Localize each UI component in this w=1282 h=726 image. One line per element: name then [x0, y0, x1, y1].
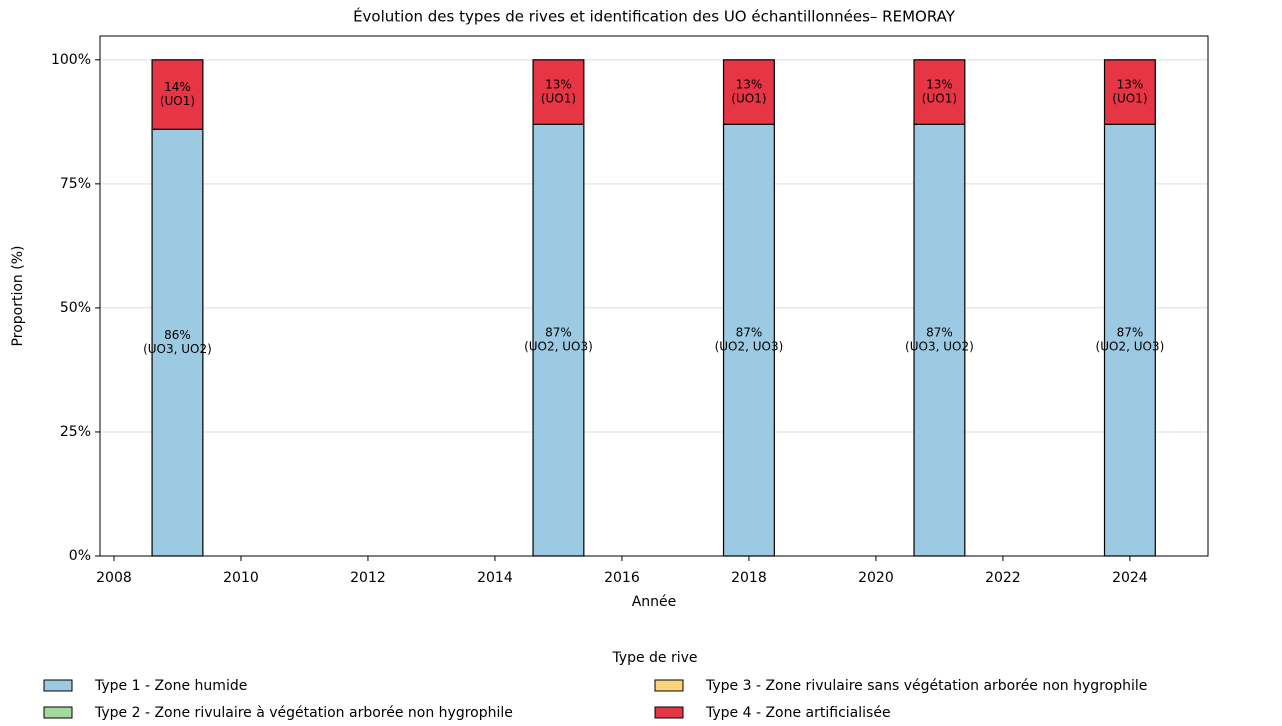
- x-tick-label: 2022: [985, 570, 1021, 586]
- uo-label: (UO2, UO3): [1096, 340, 1165, 354]
- legend-label: Type 4 - Zone artificialisée: [705, 705, 891, 721]
- data-label: 87%: [545, 326, 572, 340]
- legend-swatch: [43, 706, 73, 719]
- legend-swatch: [43, 679, 73, 692]
- data-label: 14%: [164, 80, 191, 94]
- uo-label: (UO1): [922, 92, 957, 106]
- x-tick-label: 2016: [604, 570, 640, 586]
- y-tick-label: 75%: [60, 176, 91, 192]
- legend-label: Type 2 - Zone rivulaire à végétation arb…: [94, 705, 513, 721]
- bar-segment: [722, 123, 775, 557]
- x-tick-label: 2014: [477, 570, 513, 586]
- y-axis-label: Proportion (%): [10, 246, 26, 347]
- uo-label: (UO1): [541, 92, 576, 106]
- bar-segment: [151, 59, 204, 130]
- legend-title: Type de rive: [611, 650, 697, 666]
- chart-title: Évolution des types de rives et identifi…: [353, 7, 956, 26]
- bar-segment: [1103, 59, 1156, 125]
- x-tick-label: 2010: [223, 570, 259, 586]
- legend-label: Type 3 - Zone rivulaire sans végétation …: [705, 678, 1147, 694]
- bar-segment: [913, 59, 966, 125]
- y-tick-label: 100%: [51, 52, 91, 68]
- bar-segment: [532, 123, 585, 557]
- data-label: 13%: [545, 78, 572, 92]
- uo-label: (UO2, UO3): [524, 340, 593, 354]
- bar-segment: [913, 123, 966, 557]
- bar-segment: [722, 59, 775, 125]
- uo-label: (UO3, UO2): [905, 340, 974, 354]
- data-label: 87%: [1117, 326, 1144, 340]
- x-axis-label: Année: [632, 594, 677, 610]
- x-tick-label: 2012: [350, 570, 386, 586]
- x-tick-label: 2024: [1112, 570, 1148, 586]
- uo-label: (UO1): [731, 92, 766, 106]
- data-label: 86%: [164, 328, 191, 342]
- bar-segment: [532, 59, 585, 125]
- x-tick-label: 2008: [96, 570, 132, 586]
- legend-label: Type 1 - Zone humide: [94, 678, 247, 694]
- bar-segment: [1103, 123, 1156, 557]
- uo-label: (UO1): [160, 94, 195, 108]
- data-label: 13%: [1117, 78, 1144, 92]
- y-tick-label: 25%: [60, 424, 91, 440]
- x-tick-label: 2020: [858, 570, 894, 586]
- data-label: 13%: [736, 78, 763, 92]
- legend-swatch: [654, 679, 684, 692]
- data-label: 87%: [926, 326, 953, 340]
- y-tick-label: 50%: [60, 300, 91, 316]
- legend-swatch: [654, 706, 684, 719]
- uo-label: (UO2, UO3): [715, 340, 784, 354]
- plot-frame: [99, 35, 1209, 557]
- uo-label: (UO3, UO2): [143, 342, 212, 356]
- uo-label: (UO1): [1112, 92, 1147, 106]
- y-tick-label: 0%: [69, 548, 91, 564]
- data-label: 87%: [736, 326, 763, 340]
- data-label: 13%: [926, 78, 953, 92]
- x-tick-label: 2018: [731, 570, 767, 586]
